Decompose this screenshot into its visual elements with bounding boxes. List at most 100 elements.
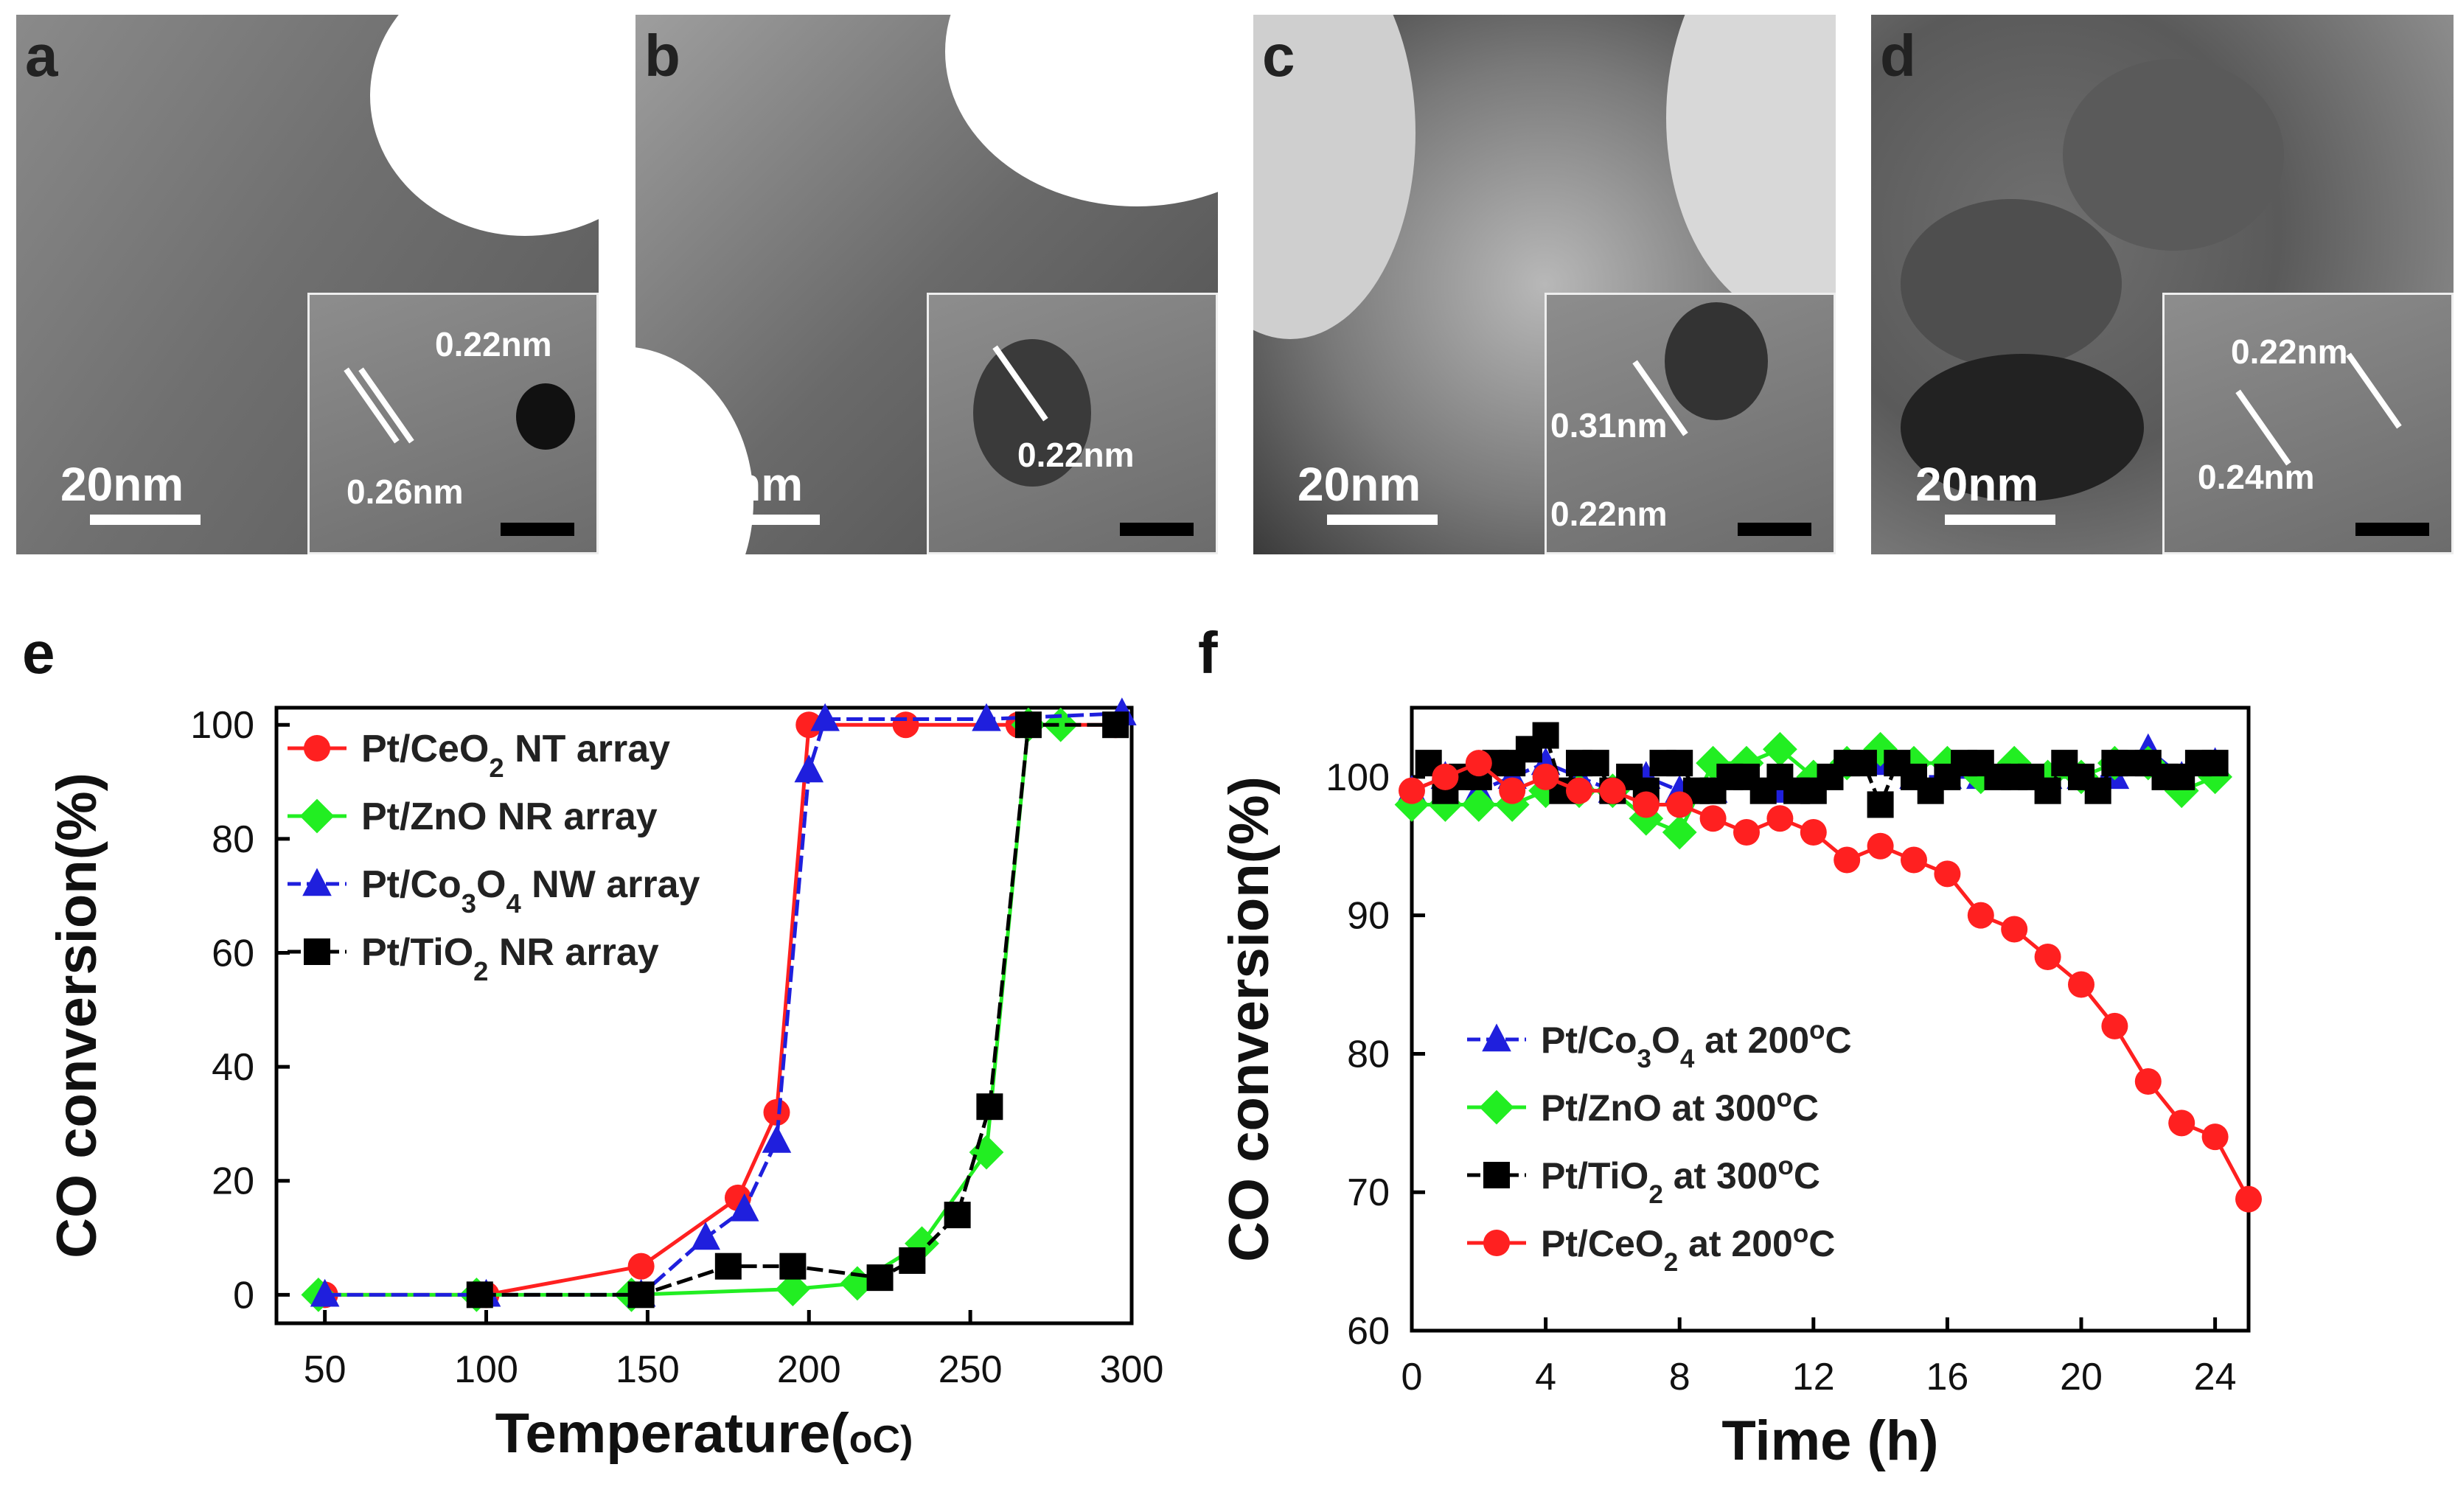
- particle: [516, 383, 575, 450]
- data-point: [729, 1193, 759, 1222]
- data-point: [2198, 759, 2232, 795]
- bright-region: [370, 15, 599, 236]
- legend-label: Pt/TiO2 at 300oC: [1541, 1152, 1820, 1209]
- tem-panel-a: 0.22nm 0.26nm a 20nm: [16, 15, 599, 554]
- legend-label-part: C: [1794, 1155, 1820, 1196]
- particle: [973, 339, 1091, 487]
- data-point: [1599, 777, 1626, 804]
- data-point: [1582, 750, 1609, 777]
- legend-label: Pt/Co3O4 NW array: [361, 863, 700, 919]
- legend-label: Pt/ZnO NR array: [361, 795, 658, 838]
- legend-label-part: 4: [506, 888, 521, 919]
- legend-label-part: at 200: [1694, 1020, 1809, 1061]
- data-point: [1934, 860, 1961, 888]
- hrtem-inset: 0.31nm 0.22nm: [1545, 293, 1836, 554]
- panel-label: c: [1262, 23, 1295, 88]
- scale-bar: [1945, 515, 2055, 525]
- x-tick-label: 16: [1926, 1356, 1968, 1398]
- legend-label-part: 4: [1680, 1045, 1695, 1073]
- data-point: [1766, 805, 1794, 832]
- y-tick-label: 0: [233, 1274, 254, 1317]
- data-point: [2084, 777, 2111, 804]
- data-point: [1733, 819, 1760, 846]
- legend-label-part: at 300: [1663, 1155, 1778, 1196]
- x-tick-label: 20: [2060, 1356, 2103, 1398]
- hrtem-inset: 0.22nm 0.24nm: [2162, 293, 2454, 554]
- data-point: [691, 1222, 720, 1250]
- lattice-fringe: [2346, 352, 2402, 429]
- x-axis-label: Time (h): [1721, 1410, 1938, 1472]
- data-point: [1867, 791, 1894, 818]
- data-point: [1666, 750, 1693, 777]
- bright-region: [945, 15, 1218, 206]
- data-point: [976, 1093, 1003, 1121]
- data-point: [1850, 750, 1877, 777]
- legend-label-part: O: [1651, 1020, 1680, 1061]
- scale-bar-label: 20nm: [60, 458, 184, 511]
- legend-label-part: C: [1792, 1087, 1819, 1129]
- panel-label-f: f: [1198, 620, 1218, 686]
- legend-label-part: 2: [1664, 1248, 1678, 1277]
- inset-scale-bar: [1120, 523, 1194, 536]
- legend-label: Pt/CeO2 at 200oC: [1541, 1219, 1835, 1277]
- x-tick-label: 100: [454, 1348, 518, 1391]
- panel-label-e: e: [22, 620, 55, 686]
- series-line: [324, 711, 1122, 1297]
- legend-label-part: Pt/TiO: [361, 931, 473, 974]
- legend-label-part: o: [1793, 1219, 1808, 1248]
- data-point: [1834, 846, 1861, 874]
- x-tick-label: 8: [1669, 1356, 1690, 1398]
- legend-label: Pt/CeO2 NT array: [361, 728, 670, 783]
- scale-bar: [1327, 515, 1438, 525]
- scale-bar: [90, 515, 201, 525]
- data-point: [310, 1278, 340, 1307]
- legend-label-part: 2: [473, 956, 488, 986]
- hrtem-inset: 0.22nm 0.26nm: [307, 293, 599, 554]
- d-spacing-label: 0.22nm: [435, 325, 552, 363]
- legend-label-part: C: [1808, 1223, 1835, 1264]
- data-point: [763, 1098, 790, 1126]
- data-point: [1930, 745, 1965, 781]
- legend-label-part: Pt/ZnO NR array: [361, 795, 658, 838]
- data-point: [1399, 777, 1425, 804]
- series-line: [1411, 761, 2251, 1200]
- panel-label: d: [1880, 23, 1916, 88]
- x-tick-label: 4: [1535, 1356, 1556, 1398]
- legend-label-part: 2: [489, 753, 504, 783]
- data-point: [892, 711, 919, 739]
- x-tick-label: 150: [616, 1348, 680, 1391]
- x-tick-label: 50: [304, 1348, 347, 1391]
- x-tick-label: 12: [1792, 1356, 1835, 1398]
- y-tick-label: 100: [190, 704, 254, 747]
- data-point: [2034, 777, 2061, 804]
- data-point: [2201, 1123, 2229, 1151]
- data-point: [466, 1281, 493, 1309]
- y-tick-label: 80: [1347, 1033, 1390, 1076]
- data-point: [1901, 846, 1927, 874]
- legend-label-part: NW array: [521, 863, 700, 906]
- series-line: [479, 722, 1116, 1297]
- data-point: [1662, 815, 1697, 850]
- data-point: [2034, 944, 2061, 970]
- data-point: [627, 1253, 655, 1280]
- x-axis-unit: oC): [849, 1418, 913, 1461]
- legend-label-part: Pt/CeO: [1541, 1223, 1664, 1264]
- hrtem-inset: 0.22nm: [927, 293, 1218, 554]
- y-tick-label: 20: [212, 1160, 254, 1203]
- data-point: [794, 754, 824, 783]
- legend-label-part: NT array: [504, 728, 671, 770]
- d-spacing-label: 0.22nm: [1017, 436, 1135, 474]
- nanorod: [2063, 59, 2284, 251]
- data-point: [1532, 763, 1559, 790]
- panel-label: a: [25, 23, 58, 88]
- data-point: [1432, 763, 1459, 790]
- chart-e: 50 100 150 200 250 300 0 20 40 60 80 100 CO conversi…: [46, 697, 1163, 1465]
- data-point: [2235, 1185, 2262, 1213]
- data-point: [944, 1202, 971, 1229]
- data-point: [866, 1264, 894, 1292]
- data-point: [795, 711, 823, 739]
- data-point: [1499, 777, 1526, 804]
- legend-marker: [302, 868, 332, 896]
- legend-marker: [304, 938, 330, 965]
